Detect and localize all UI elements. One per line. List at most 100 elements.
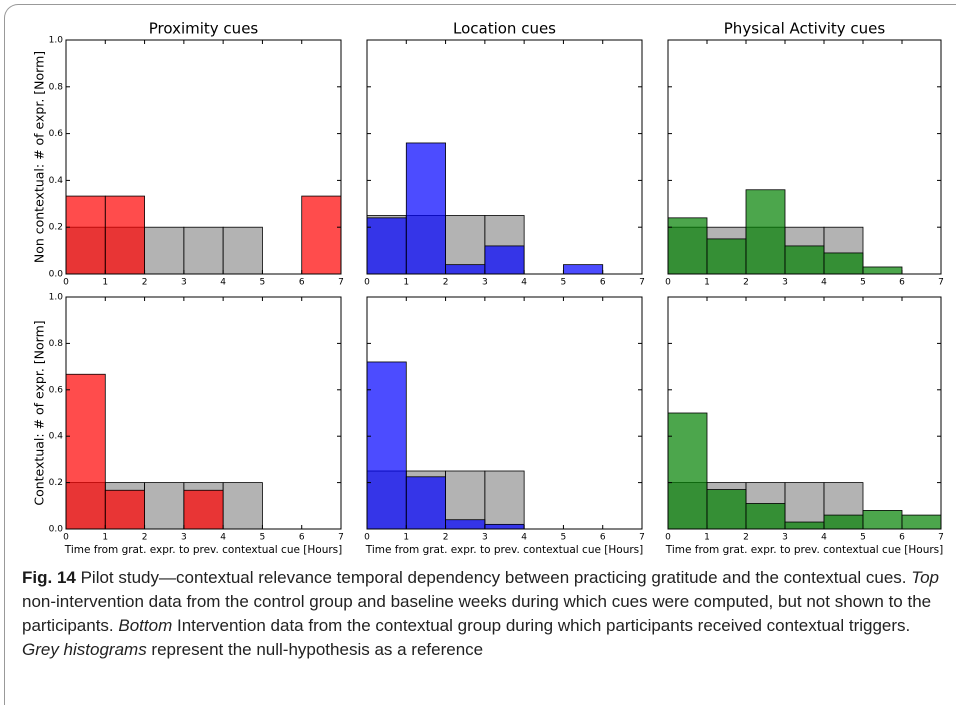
histogram-bar [144, 482, 185, 530]
x-tick-label: 0 [63, 533, 69, 543]
histogram-bar [745, 503, 786, 530]
x-tick-label: 6 [899, 278, 905, 288]
histogram-bar [222, 226, 263, 275]
x-tick-label: 2 [142, 278, 148, 288]
histogram-bar [445, 264, 486, 275]
histogram-bar [104, 195, 145, 275]
x-tick-label: 0 [364, 533, 370, 543]
x-tick-label: 7 [938, 278, 944, 288]
histogram-bar [823, 514, 864, 530]
plot-frame [366, 39, 643, 275]
caption-text: non-intervention data from the control g… [22, 592, 932, 635]
histogram-bar [366, 361, 407, 530]
histogram-bar [862, 266, 903, 275]
x-tick-label: 7 [338, 278, 344, 288]
x-tick-label: 1 [102, 278, 108, 288]
y-axis-label: Non contextual: # of expr. [Norm] [32, 51, 47, 263]
y-tick-label: 0.8 [49, 82, 64, 92]
histogram-bar [183, 226, 224, 275]
y-tick-label: 0.2 [49, 223, 63, 233]
histogram-bar [667, 217, 708, 275]
y-axis-label: Contextual: # of expr. [Norm] [32, 320, 47, 505]
histogram-bar [706, 238, 747, 275]
x-axis-label: Time from grat. expr. to prev. contextua… [665, 544, 943, 556]
histogram-bar [366, 217, 407, 275]
x-tick-label: 1 [403, 278, 409, 288]
y-tick-label: 1.0 [49, 36, 64, 46]
x-tick-label: 4 [521, 278, 527, 288]
histogram-bar [784, 482, 825, 530]
histogram-bar [784, 245, 825, 275]
x-tick-label: 0 [665, 278, 671, 288]
caption-emphasis: Bottom [118, 616, 173, 635]
x-tick-label: 4 [220, 278, 226, 288]
panel-title: Proximity cues [149, 20, 259, 38]
x-axis-label: Time from grat. expr. to prev. contextua… [365, 544, 643, 556]
x-tick-label: 2 [142, 533, 148, 543]
histogram-bar [445, 519, 486, 530]
histogram-bar [706, 489, 747, 530]
histogram-bar [144, 226, 185, 275]
x-tick-label: 1 [102, 533, 108, 543]
plot-frame [65, 296, 342, 530]
histogram-bar [901, 514, 942, 530]
x-tick-label: 4 [521, 533, 527, 543]
plot-frame [667, 39, 942, 275]
histogram-bar [104, 489, 145, 530]
x-tick-label: 6 [299, 533, 305, 543]
histogram-bar [405, 476, 446, 530]
caption: Fig. 14 Pilot study—contextual relevance… [22, 566, 942, 662]
x-tick-label: 0 [63, 278, 69, 288]
plot-frame [366, 296, 643, 530]
x-axis-label: Time from grat. expr. to prev. contextua… [64, 544, 342, 556]
x-tick-label: 2 [443, 278, 449, 288]
x-tick-label: 1 [403, 533, 409, 543]
caption-emphasis: Grey histograms [22, 640, 147, 659]
x-tick-label: 3 [181, 533, 187, 543]
page: 0 1 2 3 4 5 6 7 0.0 0.2 0.4 0.6 0.8 1.0 Proximity cues… [4, 4, 956, 705]
panel-title: Physical Activity cues [724, 20, 886, 38]
y-tick-label: 0.8 [49, 339, 64, 349]
caption-label: Fig. 14 [22, 568, 76, 587]
y-tick-label: 0.0 [49, 525, 64, 535]
caption-emphasis: Top [911, 568, 939, 587]
caption-text: Intervention data from the contextual gr… [172, 616, 911, 635]
histogram-bar [222, 482, 263, 530]
x-tick-label: 3 [782, 278, 788, 288]
x-tick-label: 2 [743, 278, 749, 288]
x-tick-label: 1 [704, 278, 710, 288]
x-tick-label: 0 [364, 278, 370, 288]
caption-text: Pilot study—contextual relevance tempora… [75, 568, 912, 587]
x-tick-label: 5 [561, 533, 567, 543]
histogram-bar [484, 470, 525, 530]
y-tick-label: 0.2 [49, 478, 63, 488]
x-tick-label: 4 [821, 533, 827, 543]
x-tick-label: 7 [639, 533, 645, 543]
plot-frame [65, 39, 342, 275]
histogram-bar [745, 189, 786, 275]
x-tick-label: 5 [860, 533, 866, 543]
y-tick-label: 1.0 [49, 293, 64, 303]
x-tick-label: 0 [665, 533, 671, 543]
histogram-bar [183, 489, 224, 530]
x-tick-label: 5 [860, 278, 866, 288]
x-tick-label: 5 [260, 278, 266, 288]
x-tick-label: 5 [561, 278, 567, 288]
x-tick-label: 3 [482, 533, 488, 543]
x-tick-label: 7 [639, 278, 645, 288]
x-tick-label: 6 [899, 533, 905, 543]
histogram-bar [667, 412, 708, 530]
x-tick-label: 6 [299, 278, 305, 288]
x-tick-label: 2 [743, 533, 749, 543]
histogram-bar [65, 373, 106, 530]
histogram-bar [484, 245, 525, 275]
panel-title: Location cues [453, 20, 556, 38]
x-tick-label: 5 [260, 533, 266, 543]
histogram-bar [862, 510, 903, 530]
histogram-bar [784, 521, 825, 530]
x-tick-label: 3 [181, 278, 187, 288]
figure-frame [4, 4, 956, 705]
x-tick-label: 7 [938, 533, 944, 543]
x-tick-label: 7 [338, 533, 344, 543]
histogram-bar [563, 264, 604, 275]
